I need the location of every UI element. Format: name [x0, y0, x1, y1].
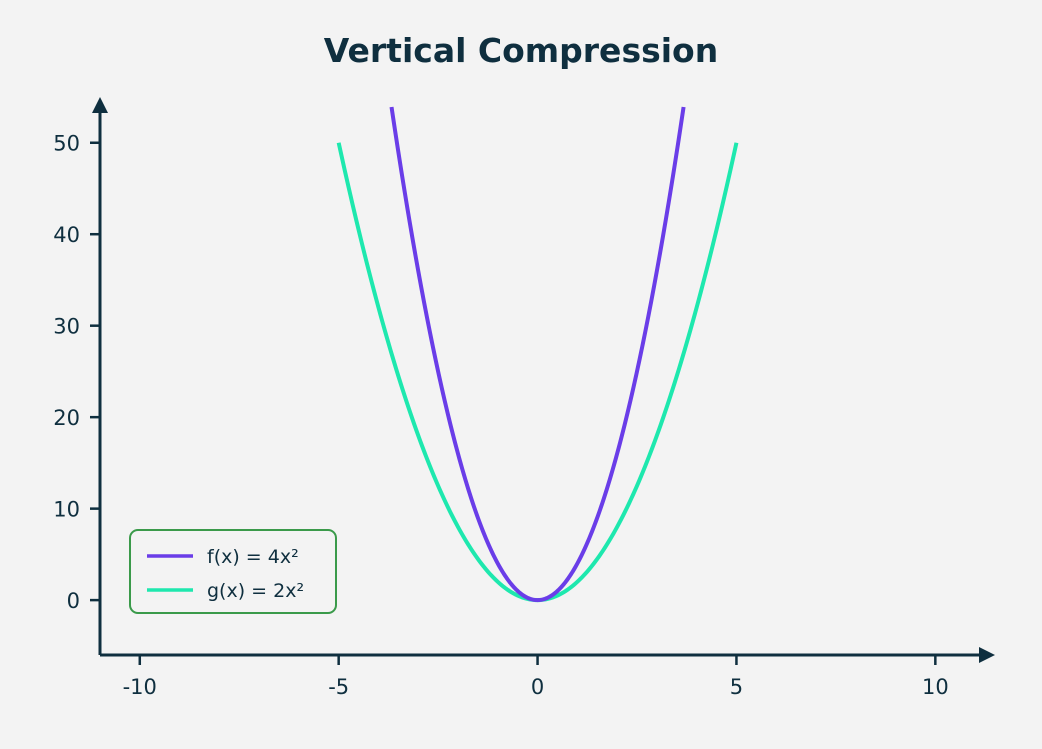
x-ticks: -10 -5 0 5 10	[123, 655, 949, 699]
chart-title: Vertical Compression	[324, 31, 718, 70]
y-tick-label: 10	[53, 498, 80, 522]
y-tick-label: 20	[53, 406, 80, 430]
series-line-g	[336, 142, 739, 603]
legend-label-f: f(x) = 4x²	[207, 546, 299, 568]
axes	[92, 97, 995, 663]
y-tick-label: 0	[67, 589, 80, 613]
series-line-f	[389, 106, 686, 603]
legend-box	[129, 529, 337, 614]
y-tick-label: 40	[53, 223, 80, 247]
legend: f(x) = 4x² g(x) = 2x²	[129, 529, 337, 614]
legend-label-g: g(x) = 2x²	[207, 580, 304, 602]
x-axis-arrow	[979, 647, 995, 663]
y-tick-label: 50	[53, 132, 80, 156]
x-tick-label: 0	[531, 675, 544, 699]
y-axis-arrow	[92, 97, 108, 113]
y-tick-label: 30	[53, 315, 80, 339]
x-tick-label: -5	[328, 675, 349, 699]
x-tick-label: -10	[123, 675, 157, 699]
y-ticks: 0 10 20 30 40 50	[53, 132, 100, 613]
x-tick-label: 5	[730, 675, 743, 699]
x-tick-label: 10	[922, 675, 949, 699]
series-layer	[336, 106, 739, 603]
